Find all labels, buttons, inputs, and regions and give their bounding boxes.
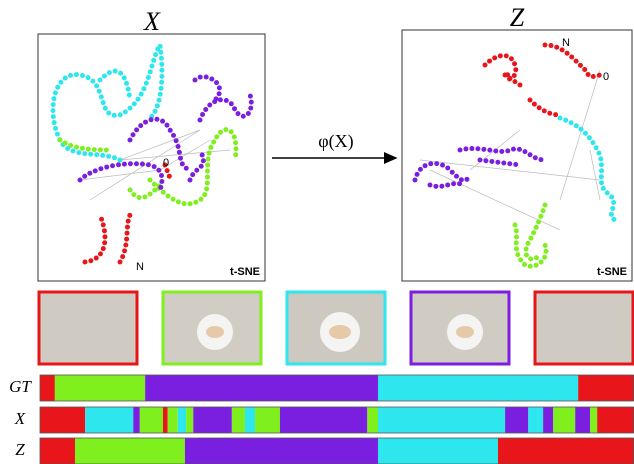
end-label: N: [562, 37, 570, 49]
mapping-label: φ(X): [318, 131, 353, 152]
thumbnail: [533, 290, 634, 366]
row-label: Z: [15, 440, 25, 459]
segment: [497, 438, 634, 464]
segment: [244, 407, 256, 433]
thumbnails: [37, 290, 634, 366]
tsne-plot: [412, 42, 618, 269]
end-label: N: [136, 261, 144, 273]
segment: [543, 407, 554, 433]
panel-title: Z: [510, 3, 525, 32]
row-label: X: [14, 409, 26, 428]
segment: [40, 375, 55, 401]
segment: [40, 407, 86, 433]
tsne-plot: [50, 38, 254, 265]
start-label: 0: [603, 71, 609, 83]
segment: [255, 407, 280, 433]
thumbnail: [37, 290, 139, 366]
segment: [193, 407, 232, 433]
segment: [578, 375, 634, 401]
segment: [145, 375, 378, 401]
segment: [377, 438, 498, 464]
segment: [575, 407, 591, 433]
panel-frame: [401, 29, 633, 282]
segment: [590, 407, 598, 433]
segment: [177, 407, 187, 433]
segment: [528, 407, 544, 433]
segment: [553, 407, 576, 433]
segment: [133, 407, 140, 433]
segment: [184, 438, 378, 464]
method-label: t-SNE: [597, 266, 627, 278]
panel-title: X: [143, 7, 161, 36]
segment: [186, 407, 194, 433]
start-label: 0: [163, 157, 169, 169]
segment: [377, 375, 579, 401]
panel-frame: [37, 33, 266, 282]
segment: [167, 407, 178, 433]
row-label: GT: [9, 377, 32, 396]
segment: [139, 407, 163, 433]
method-label: t-SNE: [230, 266, 260, 278]
segment: [279, 407, 368, 433]
segment: [377, 407, 506, 433]
segment: [597, 407, 634, 433]
segment: [75, 438, 185, 464]
segment: [367, 407, 378, 433]
segment: [231, 407, 245, 433]
segment: [54, 375, 146, 401]
segment: [162, 407, 168, 433]
segment: [40, 438, 76, 464]
segment: [505, 407, 529, 433]
segment: [85, 407, 134, 433]
